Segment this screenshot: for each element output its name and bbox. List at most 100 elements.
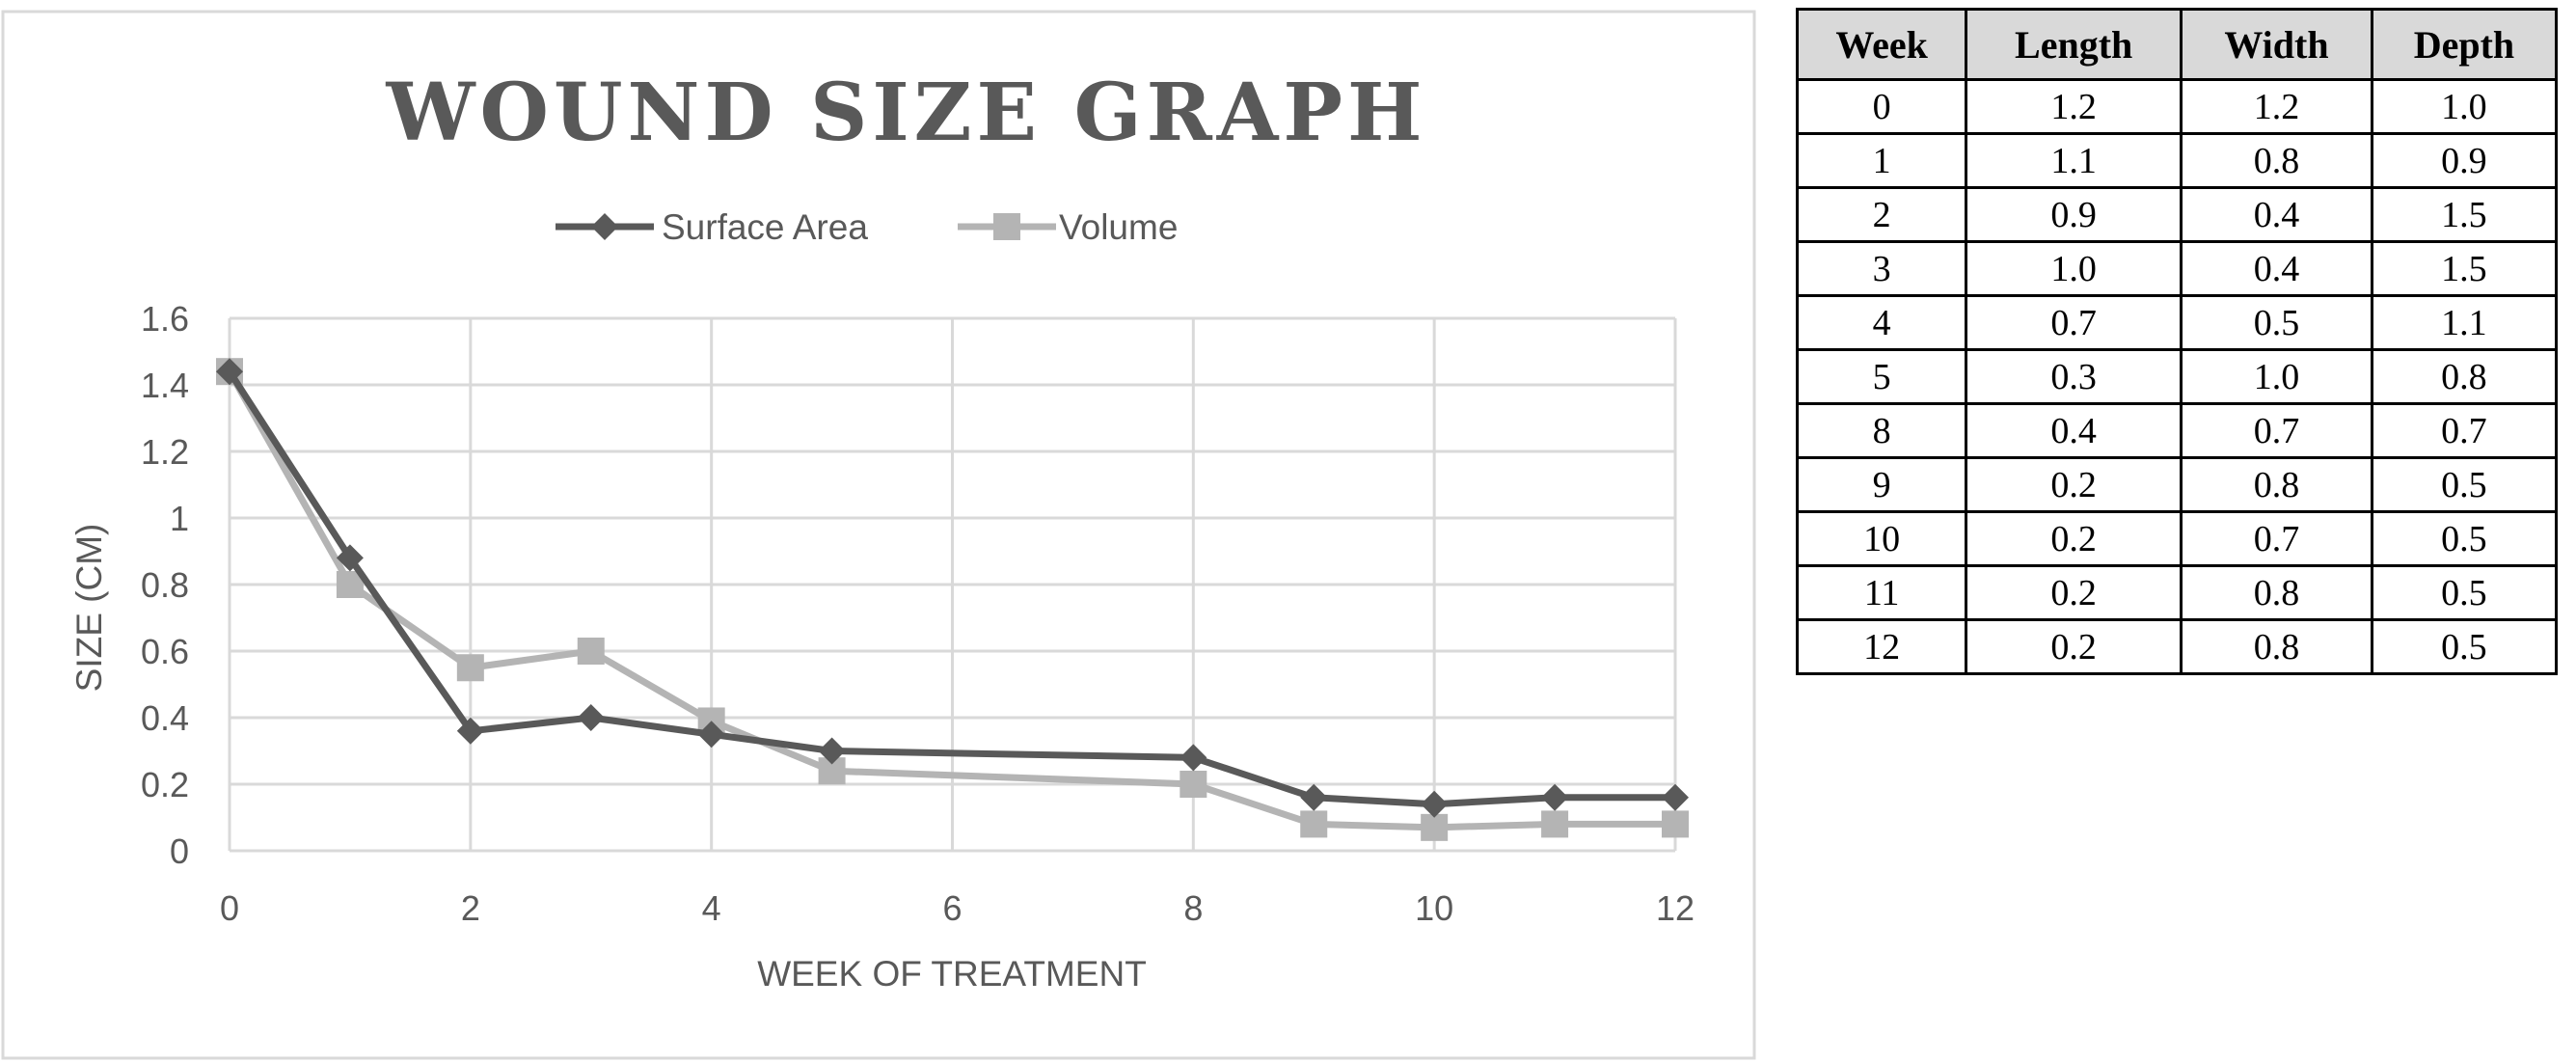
- cell-depth: 0.5: [2370, 618, 2559, 675]
- cell-width: 0.8: [2180, 564, 2373, 621]
- cell-depth: 1.5: [2370, 186, 2559, 243]
- table-row: 8 0.4 0.7 0.7: [1795, 402, 2559, 459]
- x-tick-label: 4: [702, 888, 721, 928]
- chart-series: [216, 358, 1689, 841]
- cell-depth: 1.0: [2370, 78, 2559, 135]
- cell-length: 0.2: [1965, 618, 2183, 675]
- cell-length: 1.1: [1965, 132, 2183, 189]
- chart-legend: Surface Area Volume: [556, 207, 1178, 247]
- legend-item: Surface Area: [556, 207, 868, 247]
- y-tick-label: 1: [170, 499, 189, 538]
- y-tick-label: 0.2: [141, 765, 189, 804]
- data-point: [1421, 790, 1449, 818]
- cell-length: 1.2: [1965, 78, 2183, 135]
- cell-week: 0: [1795, 78, 1968, 135]
- table-row: 12 0.2 0.8 0.5: [1795, 618, 2559, 675]
- cell-depth: 0.5: [2370, 564, 2559, 621]
- data-point: [456, 717, 484, 745]
- chart-panel: WOUND SIZE GRAPH Surface Area Volume 0 0.2…: [1, 10, 1756, 1060]
- cell-week: 12: [1795, 618, 1968, 675]
- legend-marker: [993, 213, 1020, 240]
- data-point: [1300, 810, 1328, 838]
- cell-length: 0.7: [1965, 294, 2183, 351]
- data-point: [1180, 771, 1207, 798]
- y-axis-ticks: 0 0.2 0.4 0.6 0.8 1 1.2 1.4 1.6: [141, 299, 189, 871]
- cell-depth: 0.5: [2370, 456, 2559, 513]
- x-tick-label: 12: [1656, 888, 1695, 928]
- table-row: 3 1.0 0.4 1.5: [1795, 240, 2559, 297]
- cell-week: 9: [1795, 456, 1968, 513]
- data-point: [1662, 810, 1689, 838]
- cell-width: 0.5: [2180, 294, 2373, 351]
- legend-marker: [591, 213, 618, 240]
- cell-depth: 0.7: [2370, 402, 2559, 459]
- x-tick-label: 6: [942, 888, 962, 928]
- table-row: 0 1.2 1.2 1.0: [1795, 78, 2559, 135]
- table-row: 2 0.9 0.4 1.5: [1795, 186, 2559, 243]
- x-tick-label: 0: [220, 888, 239, 928]
- header-depth: Depth: [2370, 8, 2559, 81]
- cell-week: 8: [1795, 402, 1968, 459]
- data-point: [1300, 783, 1328, 811]
- y-tick-label: 0.6: [141, 632, 189, 671]
- cell-week: 11: [1795, 564, 1968, 621]
- data-point: [456, 654, 484, 682]
- data-point: [1421, 813, 1449, 841]
- x-axis-label: WEEK OF TREATMENT: [757, 954, 1147, 994]
- cell-week: 1: [1795, 132, 1968, 189]
- table-body: 0 1.2 1.2 1.0 1 1.1 0.8 0.9 2 0.9 0.4 1.5 3 1.0 0.4 1.5…: [1795, 78, 2559, 675]
- table-row: 4 0.7 0.5 1.1: [1795, 294, 2559, 351]
- legend-item: Volume: [958, 207, 1178, 247]
- y-axis-label: SIZE (CM): [69, 524, 109, 693]
- y-tick-label: 1.2: [141, 432, 189, 472]
- data-point: [818, 737, 846, 765]
- table-header-row: Week Length Width Depth: [1795, 8, 2559, 81]
- cell-week: 3: [1795, 240, 1968, 297]
- data-point: [336, 544, 364, 572]
- legend-label: Surface Area: [662, 207, 868, 247]
- wound-size-chart: WOUND SIZE GRAPH Surface Area Volume 0 0.2…: [1, 10, 1756, 1060]
- data-point: [1662, 783, 1689, 811]
- cell-depth: 1.1: [2370, 294, 2559, 351]
- data-point: [1180, 744, 1207, 772]
- cell-length: 0.9: [1965, 186, 2183, 243]
- data-point: [1541, 810, 1569, 838]
- data-point: [577, 704, 605, 731]
- cell-width: 0.8: [2180, 456, 2373, 513]
- cell-length: 0.3: [1965, 348, 2183, 405]
- cell-week: 10: [1795, 510, 1968, 567]
- measurements-table: Week Length Width Depth 0 1.2 1.2 1.0 1 1.1 0.…: [1795, 8, 2559, 675]
- cell-depth: 1.5: [2370, 240, 2559, 297]
- cell-depth: 0.9: [2370, 132, 2559, 189]
- cell-length: 0.2: [1965, 510, 2183, 567]
- y-tick-label: 0.8: [141, 565, 189, 605]
- x-tick-label: 10: [1415, 888, 1453, 928]
- header-width: Width: [2180, 8, 2373, 81]
- x-tick-label: 8: [1183, 888, 1203, 928]
- header-week: Week: [1795, 8, 1968, 81]
- cell-width: 0.4: [2180, 186, 2373, 243]
- cell-width: 0.7: [2180, 510, 2373, 567]
- measurements-table-panel: Week Length Width Depth 0 1.2 1.2 1.0 1 1.1 0.…: [1795, 8, 2559, 675]
- cell-length: 0.4: [1965, 402, 2183, 459]
- cell-week: 4: [1795, 294, 1968, 351]
- cell-width: 0.7: [2180, 402, 2373, 459]
- cell-depth: 0.8: [2370, 348, 2559, 405]
- table-row: 5 0.3 1.0 0.8: [1795, 348, 2559, 405]
- table-row: 10 0.2 0.7 0.5: [1795, 510, 2559, 567]
- cell-width: 0.8: [2180, 618, 2373, 675]
- x-tick-label: 2: [461, 888, 480, 928]
- cell-width: 1.2: [2180, 78, 2373, 135]
- y-tick-label: 0: [170, 831, 189, 871]
- cell-length: 0.2: [1965, 564, 2183, 621]
- cell-width: 0.8: [2180, 132, 2373, 189]
- cell-depth: 0.5: [2370, 510, 2559, 567]
- x-axis-ticks: 0 2 4 6 8 10 12: [220, 888, 1695, 928]
- table-row: 1 1.1 0.8 0.9: [1795, 132, 2559, 189]
- data-point: [697, 721, 725, 749]
- cell-length: 1.0: [1965, 240, 2183, 297]
- y-tick-label: 1.6: [141, 299, 189, 339]
- table-row: 11 0.2 0.8 0.5: [1795, 564, 2559, 621]
- cell-width: 0.4: [2180, 240, 2373, 297]
- y-tick-label: 0.4: [141, 698, 189, 738]
